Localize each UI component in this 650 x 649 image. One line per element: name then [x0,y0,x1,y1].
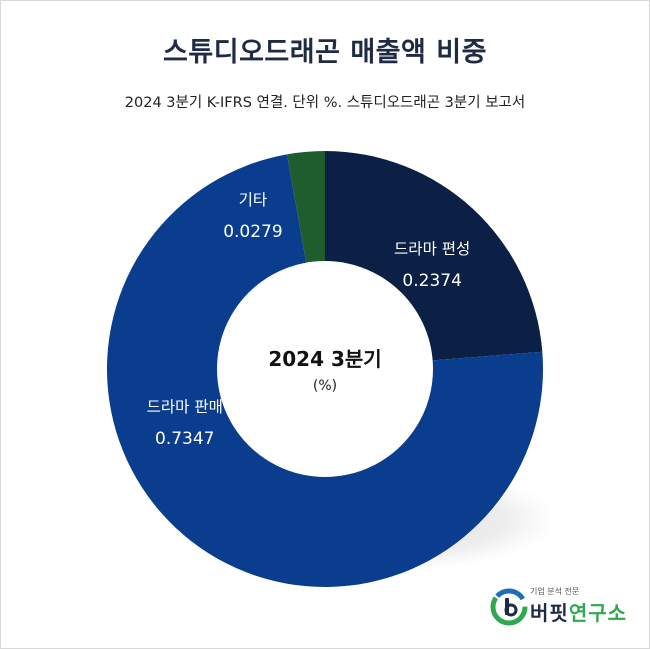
donut-hole [217,261,433,477]
brand-logo: 기업 분석 전문 버핏연구소 [490,582,640,632]
center-title: 2024 3분기 [268,347,381,371]
center-subtitle: (%) [313,378,337,394]
slice-value-1: 0.2374 [402,271,461,291]
slice-value-2: 0.7347 [155,429,214,449]
logo-mark-icon [490,588,528,626]
slice-label-2: 드라마 판매 [147,398,223,416]
logo-name: 버핏연구소 [530,597,627,626]
slice-label-1: 드라마 편성 [394,240,470,258]
logo-name-a: 버핏 [530,601,569,625]
chart-title: 스튜디오드래곤 매출액 비중 [163,37,487,68]
logo-name-b: 연구소 [568,601,628,625]
logo-tagline: 기업 분석 전문 [530,587,580,596]
slice-value-3: 0.0279 [223,222,282,242]
slice-label-3: 기타 [239,191,268,209]
chart-subtitle: 2024 3분기 K-IFRS 연결. 단위 %. 스튜디오드래곤 3분기 보고… [124,95,526,111]
